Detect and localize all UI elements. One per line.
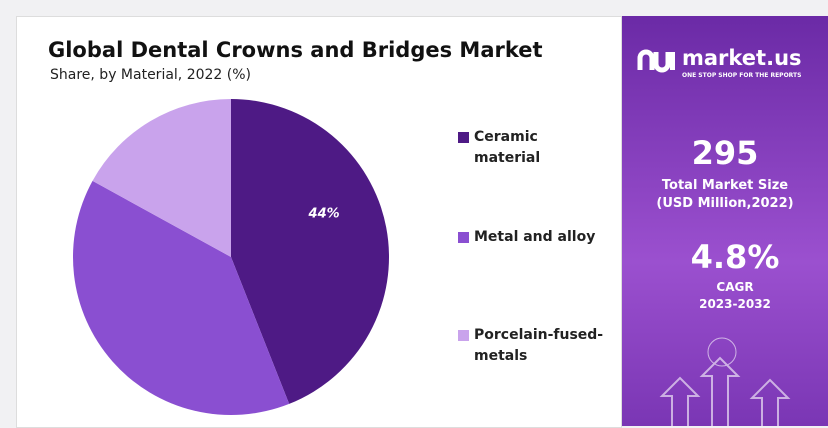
legend-label: Metal and alloy bbox=[474, 229, 596, 245]
legend-swatch bbox=[458, 132, 469, 143]
cagr-period: 2023-2032 bbox=[699, 297, 771, 311]
legend-entry: Ceramic material bbox=[458, 127, 604, 169]
cagr-label: CAGR bbox=[716, 280, 754, 294]
data-label: 44% bbox=[308, 207, 340, 222]
pie-chart: 44% bbox=[72, 99, 389, 415]
market-size: 295 bbox=[691, 134, 759, 172]
tagline: ONE STOP SHOP FOR THE REPORTS bbox=[682, 72, 802, 79]
legend-swatch bbox=[458, 330, 469, 341]
legend-label: Ceramic material bbox=[474, 129, 541, 166]
pie-slice bbox=[72, 180, 290, 415]
chart-subtitle: Share, by Material, 2022 (%) bbox=[50, 67, 252, 83]
logo bbox=[637, 49, 675, 73]
side-panel: market.us ONE STOP SHOP FOR THE REPORTS … bbox=[622, 16, 828, 426]
market-size-label: Total Market Size bbox=[661, 178, 789, 193]
legend-swatch bbox=[458, 232, 469, 243]
market-size-unit: (USD Million,2022) bbox=[656, 196, 794, 211]
legend-entry: Metal and alloy bbox=[458, 227, 634, 248]
cagr: 4.8% bbox=[690, 238, 780, 276]
pie-slice bbox=[231, 99, 389, 404]
legend-entry: Porcelain-fused-metals bbox=[458, 325, 604, 367]
brand: market.us bbox=[682, 46, 802, 70]
legend-label: Porcelain-fused-metals bbox=[474, 327, 604, 364]
chart-title: Global Dental Crowns and Bridges Market bbox=[48, 38, 543, 62]
decor-arrows bbox=[659, 337, 791, 426]
pie-slice bbox=[92, 99, 231, 257]
